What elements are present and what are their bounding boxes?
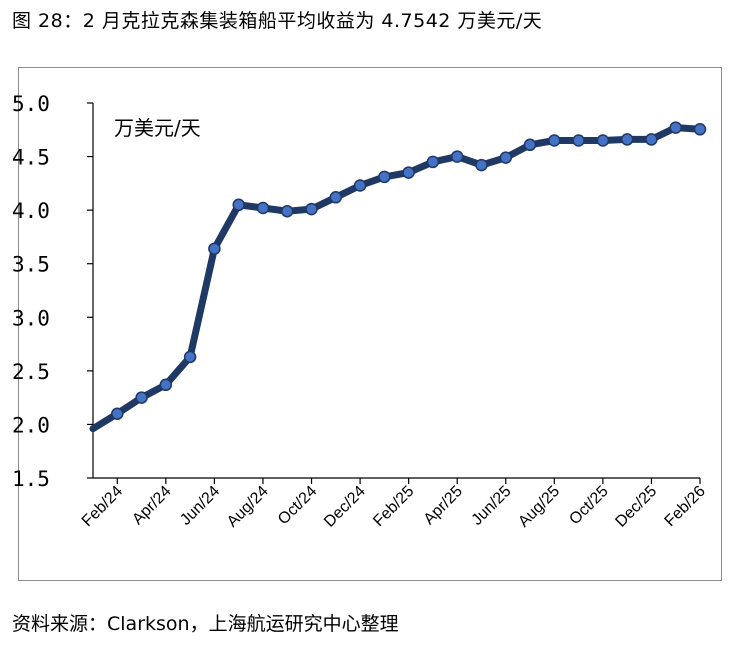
x-tick-label: Feb/26 xyxy=(662,483,709,530)
data-point xyxy=(620,133,634,146)
series-line xyxy=(89,124,704,433)
y-unit-label: 万美元/天 xyxy=(114,116,201,140)
y-tick-label: 2.0 xyxy=(12,413,50,437)
x-tick-label: Aug/25 xyxy=(515,483,563,531)
y-tick-label: 4.0 xyxy=(12,199,50,223)
data-point xyxy=(135,391,148,404)
data-point xyxy=(232,198,245,212)
x-tick-label: Oct/24 xyxy=(275,483,320,528)
data-point xyxy=(111,407,124,420)
x-tick-label: Apr/25 xyxy=(421,483,466,528)
source-note: 资料来源：Clarkson，上海航运研究中心整理 xyxy=(12,613,399,635)
data-point xyxy=(475,158,488,172)
y-tick-label: 5.0 xyxy=(12,92,50,116)
figure-title: 图 28：2 月克拉克森集装箱船平均收益为 4.7542 万美元/天 xyxy=(12,10,543,32)
y-tick-label: 4.5 xyxy=(12,146,50,170)
data-point xyxy=(450,150,464,163)
data-point xyxy=(645,133,658,146)
chart-frame xyxy=(18,67,722,581)
data-point xyxy=(159,378,173,392)
x-tick-label: Oct/25 xyxy=(566,483,611,528)
chart-axes xyxy=(87,102,701,484)
data-point xyxy=(523,138,537,152)
y-tick-label: 3.0 xyxy=(12,306,50,330)
x-tick-label: Jun/24 xyxy=(177,483,223,529)
data-point xyxy=(596,134,610,147)
data-point xyxy=(329,191,343,204)
data-point xyxy=(353,179,367,192)
x-tick-label: Feb/25 xyxy=(370,483,417,530)
y-axis-tick-labels: 1.5 2.0 2.5 3.0 3.5 4.0 4.5 5.0 xyxy=(12,92,50,491)
data-point xyxy=(693,123,707,136)
y-tick-label: 2.5 xyxy=(12,360,50,384)
data-point xyxy=(548,134,561,147)
data-point xyxy=(499,151,513,164)
data-point xyxy=(426,155,440,169)
data-point xyxy=(280,204,294,218)
x-tick-label: Dec/24 xyxy=(321,483,369,531)
x-tick-label: Jun/25 xyxy=(469,483,515,529)
data-point xyxy=(256,201,270,215)
data-point xyxy=(208,242,221,255)
x-tick-label: Apr/24 xyxy=(129,483,174,528)
data-point xyxy=(183,350,197,364)
data-point xyxy=(378,170,391,184)
data-point xyxy=(305,202,318,216)
y-tick-label: 3.5 xyxy=(12,253,50,277)
data-point xyxy=(402,166,415,179)
data-point xyxy=(572,134,585,147)
y-tick-label: 1.5 xyxy=(12,467,50,491)
data-point xyxy=(669,121,682,134)
x-tick-label: Feb/24 xyxy=(79,483,126,530)
series-markers xyxy=(111,121,707,420)
x-axis-tick-labels: Feb/24 Apr/24 Jun/24 Aug/24 Oct/24 Dec/24 Feb/… xyxy=(79,483,709,531)
x-tick-label: Aug/24 xyxy=(224,483,272,531)
x-tick-label: Dec/25 xyxy=(612,483,660,531)
